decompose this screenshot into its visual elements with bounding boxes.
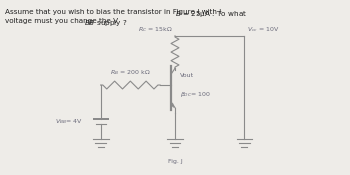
Text: $R_B$ = 200 k$\Omega$: $R_B$ = 200 k$\Omega$ xyxy=(110,68,151,77)
Text: voltage must you change the V: voltage must you change the V xyxy=(5,18,119,24)
Text: Vout: Vout xyxy=(180,73,194,78)
Text: Assume that you wish to bias the transistor in Figure J with I: Assume that you wish to bias the transis… xyxy=(5,9,222,15)
Text: $R_C$ = 15k$\Omega$: $R_C$ = 15k$\Omega$ xyxy=(138,25,173,34)
Text: $V_{cc}$ = 10V: $V_{cc}$ = 10V xyxy=(247,25,280,34)
Text: $\mathit{BB}$ supply ?: $\mathit{BB}$ supply ? xyxy=(84,18,127,28)
Text: $V_{BB}$= 4V: $V_{BB}$= 4V xyxy=(55,117,83,126)
Text: Fig. J: Fig. J xyxy=(168,159,182,164)
Text: $\mathit{B}$ = 25μA . To what: $\mathit{B}$ = 25μA . To what xyxy=(175,9,247,19)
Text: $\beta_{DC}$= 100: $\beta_{DC}$= 100 xyxy=(180,90,211,99)
